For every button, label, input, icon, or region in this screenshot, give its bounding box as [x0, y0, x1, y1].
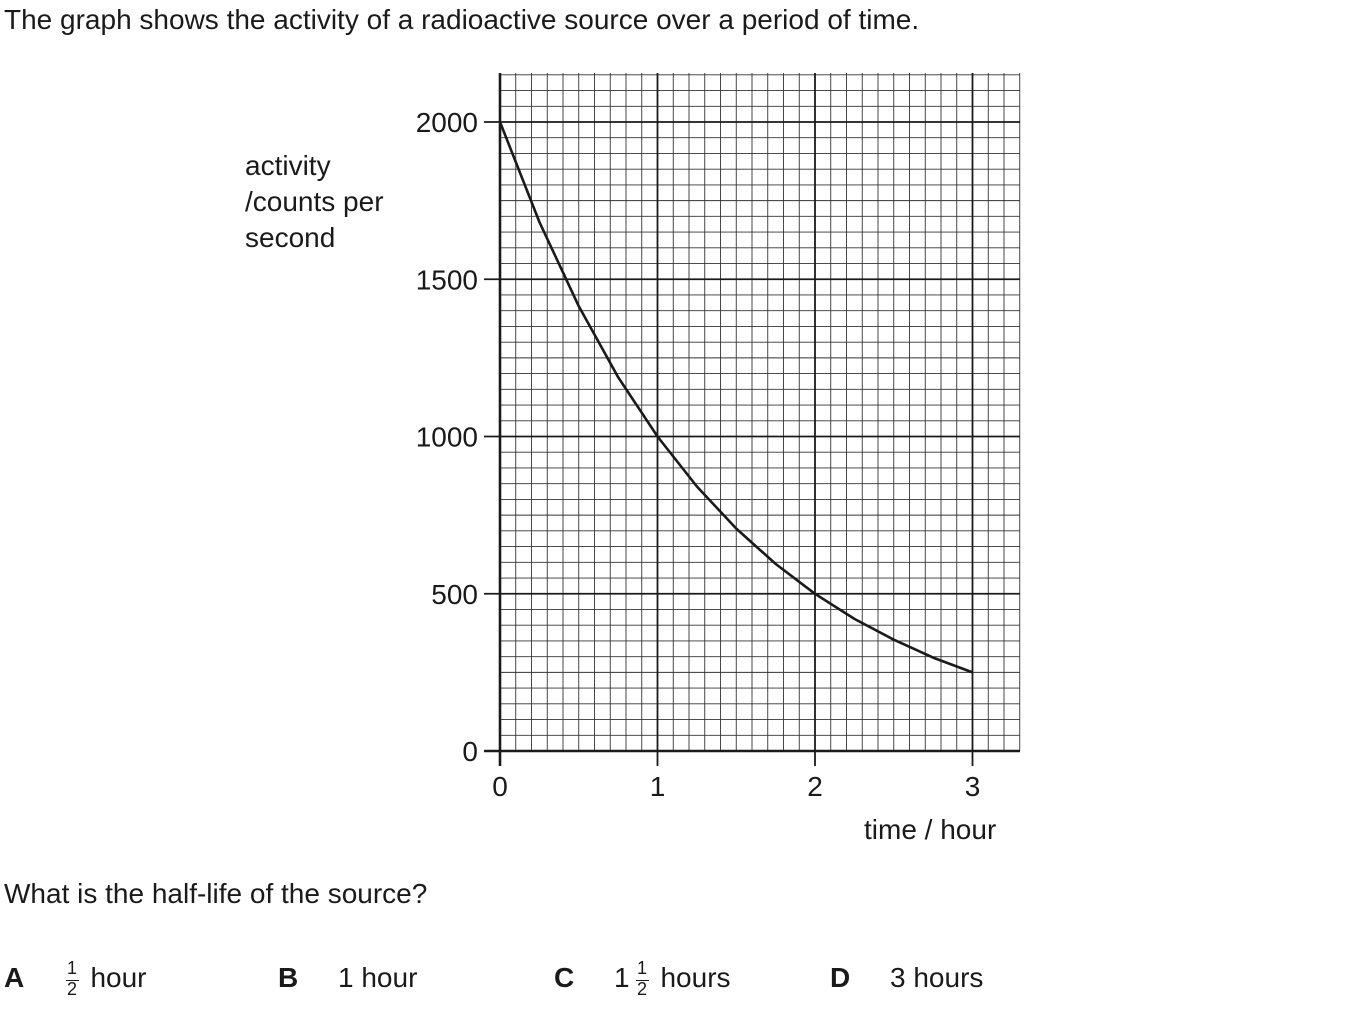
fraction-denominator: 2: [67, 978, 78, 999]
option-b[interactable]: B: [278, 962, 298, 994]
option-a-value: 1 2 hour: [66, 957, 147, 1003]
fraction-bar: [636, 979, 650, 982]
y-tick-label: 2000: [416, 107, 478, 138]
option-c[interactable]: C: [554, 962, 574, 994]
x-axis-label: time / hour: [864, 814, 997, 845]
fraction: 1 2: [66, 957, 80, 1000]
x-tick-label: 1: [650, 771, 666, 802]
option-d[interactable]: D: [830, 962, 850, 994]
x-tick-label: 0: [492, 771, 508, 802]
option-c-value: 1 1 2 hours: [614, 957, 731, 1003]
option-a[interactable]: A: [4, 962, 24, 994]
y-axis-label-line: activity: [245, 150, 331, 181]
option-unit: hour: [90, 962, 147, 993]
major-grid: [484, 73, 1020, 751]
y-tick-label: 1000: [416, 422, 478, 453]
intro-text: The graph shows the activity of a radioa…: [4, 4, 920, 35]
option-letter: C: [554, 962, 575, 993]
y-tick-label: 500: [431, 579, 478, 610]
option-letter: B: [278, 962, 299, 993]
y-tick-label: 0: [462, 736, 478, 767]
fraction-numerator: 1: [637, 957, 648, 978]
x-tick-label: 3: [965, 771, 981, 802]
decay-curve: [498, 121, 973, 674]
option-whole: 1: [614, 962, 630, 993]
question-text: What is the half-life of the source?: [4, 878, 428, 909]
fraction-bar: [66, 979, 79, 982]
data-series: [498, 121, 973, 674]
fraction-numerator: 1: [67, 957, 78, 978]
y-axis-label-line: /counts per: [245, 186, 384, 217]
fraction-denominator: 2: [637, 978, 648, 999]
y-axis-label: activity /counts per second: [245, 148, 415, 256]
x-tick-label: 2: [807, 771, 823, 802]
axes: [484, 73, 1020, 766]
option-letter: D: [830, 962, 851, 993]
tick-labels: 0 500 1000 1500 2000 0 1 2 3: [416, 107, 981, 802]
y-axis-label-line: second: [245, 222, 336, 253]
fraction: 1 2: [636, 957, 650, 1000]
y-tick-label: 1500: [416, 264, 478, 295]
minor-grid: [500, 73, 1021, 751]
option-b-value: 1 hour: [338, 962, 418, 993]
option-letter: A: [4, 962, 25, 993]
option-d-value: 3 hours: [890, 962, 984, 993]
option-unit: hours: [660, 962, 731, 993]
